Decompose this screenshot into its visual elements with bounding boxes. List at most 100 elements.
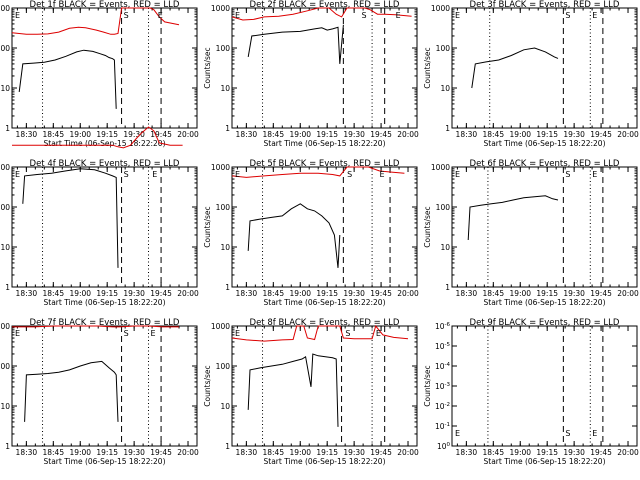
y-tick-label: 10 — [220, 84, 230, 93]
plot-frame — [231, 325, 418, 447]
panel-6: Det 6f BLACK = Events, RED = LLD 1 10 100 10… — [423, 159, 639, 307]
start-marker: S — [362, 11, 367, 20]
y-tick-label: 100 — [216, 203, 231, 212]
x-tick-label: 20:00 — [177, 130, 199, 139]
x-tick-label: 18:30 — [16, 448, 38, 457]
x-axis-label: Start Time (06-Sep-15 18:22:20) — [484, 298, 606, 307]
events-series-line — [467, 195, 559, 241]
y-tick-label: 1000 — [211, 4, 230, 13]
panel-1: Det 1f BLACK = Events, RED = LLD 1 10 100 10… — [0, 0, 199, 148]
x-tick-label: 19:15 — [536, 289, 558, 298]
x-tick-label: 19:00 — [509, 289, 531, 298]
x-tick-label: 19:00 — [509, 448, 531, 457]
x-axis-label: Start Time (06-Sep-15 18:22:20) — [44, 298, 166, 307]
x-axis-label: Start Time (06-Sep-15 18:22:20) — [264, 139, 386, 148]
x-tick-label: 18:30 — [236, 448, 258, 457]
y-tick-label: 10-3 — [435, 382, 451, 391]
x-tick-label: 19:30 — [123, 130, 145, 139]
x-tick-label: 18:45 — [482, 130, 504, 139]
end-marker: E — [592, 170, 597, 179]
x-tick-label: 19:30 — [123, 289, 145, 298]
lld-series-line — [231, 7, 412, 21]
x-tick-label: 19:45 — [590, 448, 612, 457]
end-marker: E — [376, 329, 381, 338]
x-tick-label: 19:00 — [289, 130, 311, 139]
panel-7: Det 7f BLACK = Events, RED = LLD 1 10 100 10… — [0, 318, 199, 466]
y-tick-label: 10-1 — [435, 422, 450, 431]
x-axis-label: Start Time (06-Sep-15 18:22:20) — [44, 139, 166, 148]
y-tick-label: 1000 — [0, 163, 10, 172]
x-tick-label: 18:30 — [456, 448, 478, 457]
y-tick-label: 10-6 — [435, 322, 451, 331]
plot-frame — [11, 166, 198, 288]
y-tick-label: 1000 — [431, 4, 450, 13]
x-tick-label: 19:45 — [370, 289, 392, 298]
plot-frame — [11, 325, 198, 447]
x-tick-label: 19:30 — [343, 289, 365, 298]
x-tick-label: 19:45 — [370, 448, 392, 457]
y-tick-label: 1 — [5, 124, 10, 133]
end-marker: E — [152, 170, 157, 179]
end-marker: E — [396, 11, 401, 20]
panel-title: Det 6f BLACK = Events, RED = LLD — [470, 159, 620, 169]
y-axis-label: Counts/sec — [203, 206, 212, 247]
end-marker: E — [235, 329, 240, 338]
panel-title: Det 3f BLACK = Events, RED = LLD — [470, 0, 620, 10]
plot-frame — [451, 325, 638, 447]
panel-8: Det 8f BLACK = Events, RED = LLD 1 10 100 10… — [203, 318, 419, 466]
y-tick-label: 1 — [5, 283, 10, 292]
x-tick-label: 19:15 — [316, 448, 338, 457]
lld-series-line — [11, 7, 180, 35]
end-marker: E — [235, 11, 240, 20]
plot-frame — [451, 166, 638, 288]
y-tick-label: 100 — [437, 442, 451, 451]
y-tick-label: 1 — [225, 124, 230, 133]
x-tick-label: 19:15 — [96, 448, 118, 457]
x-tick-label: 19:45 — [150, 289, 172, 298]
y-tick-label: 10-4 — [435, 362, 451, 371]
y-tick-label: 10 — [440, 84, 450, 93]
end-marker: E — [158, 11, 163, 20]
events-series-line — [247, 24, 344, 64]
x-tick-label: 19:15 — [316, 130, 338, 139]
y-axis-label: Counts/sec — [423, 47, 432, 88]
x-tick-label: 18:45 — [42, 130, 64, 139]
x-tick-label: 19:00 — [509, 130, 531, 139]
x-tick-label: 18:30 — [456, 289, 478, 298]
end-marker: E — [592, 11, 597, 20]
panel-title: Det 9f BLACK = Events, RED = LLD — [470, 318, 620, 328]
y-tick-label: 1000 — [0, 322, 10, 331]
start-marker: S — [345, 329, 350, 338]
y-tick-label: 100 — [0, 203, 10, 212]
end-marker: E — [455, 170, 460, 179]
plot-frame — [451, 7, 638, 129]
lld-series-line — [231, 324, 409, 342]
x-axis-label: Start Time (06-Sep-15 18:22:20) — [264, 298, 386, 307]
x-tick-label: 19:00 — [69, 130, 91, 139]
y-tick-label: 1 — [445, 124, 450, 133]
lld-series-line — [12, 126, 183, 149]
y-tick-label: 1 — [5, 442, 10, 451]
x-tick-label: 20:00 — [177, 289, 199, 298]
x-tick-label: 18:30 — [16, 130, 38, 139]
y-tick-label: 10-5 — [435, 342, 451, 351]
x-axis-label: Start Time (06-Sep-15 18:22:20) — [484, 457, 606, 466]
events-series-line — [471, 47, 559, 89]
x-tick-label: 19:30 — [563, 130, 585, 139]
x-tick-label: 19:45 — [590, 289, 612, 298]
x-tick-label: 18:45 — [262, 448, 284, 457]
y-axis-label: Counts/sec — [423, 365, 432, 406]
start-marker: S — [124, 11, 129, 20]
x-tick-label: 19:00 — [289, 448, 311, 457]
end-marker: E — [455, 11, 460, 20]
x-tick-label: 19:00 — [69, 448, 91, 457]
x-tick-label: 19:15 — [536, 448, 558, 457]
x-axis-label: Start Time (06-Sep-15 18:22:20) — [484, 139, 606, 148]
x-tick-label: 18:45 — [262, 289, 284, 298]
x-tick-label: 19:00 — [289, 289, 311, 298]
y-tick-label: 1000 — [211, 163, 230, 172]
events-series-line — [247, 203, 341, 268]
x-tick-label: 19:15 — [316, 289, 338, 298]
x-tick-label: 20:00 — [617, 130, 639, 139]
x-tick-label: 18:30 — [236, 130, 258, 139]
